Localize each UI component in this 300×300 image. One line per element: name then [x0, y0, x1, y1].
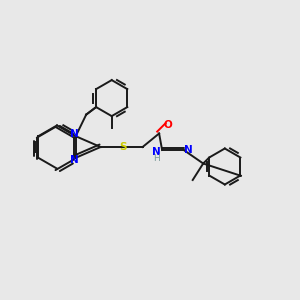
Text: N: N: [152, 147, 161, 158]
Text: O: O: [163, 120, 172, 130]
Text: N: N: [184, 145, 193, 155]
Text: S: S: [120, 142, 127, 152]
Text: N: N: [70, 155, 79, 165]
Text: N: N: [70, 129, 79, 139]
Text: H: H: [153, 154, 160, 163]
